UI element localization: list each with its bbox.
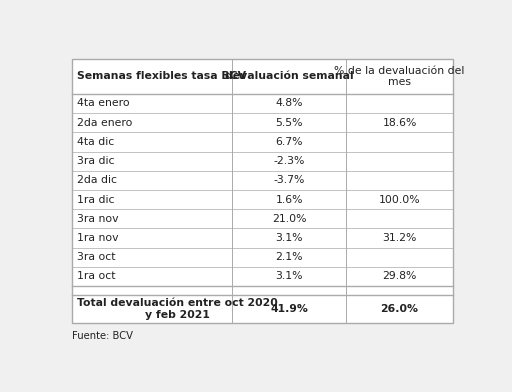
Text: 18.6%: 18.6% — [382, 118, 417, 128]
Text: Fuente: BCV: Fuente: BCV — [72, 331, 133, 341]
Text: 31.2%: 31.2% — [382, 233, 417, 243]
Text: 4ta enero: 4ta enero — [77, 98, 130, 109]
Text: 3.1%: 3.1% — [275, 233, 303, 243]
Text: 1.6%: 1.6% — [275, 194, 303, 205]
Text: 2.1%: 2.1% — [275, 252, 303, 262]
Text: -2.3%: -2.3% — [273, 156, 305, 166]
Text: 1ra nov: 1ra nov — [77, 233, 118, 243]
Text: 6.7%: 6.7% — [275, 137, 303, 147]
Text: 21.0%: 21.0% — [272, 214, 306, 224]
Text: 41.9%: 41.9% — [270, 304, 308, 314]
Text: % de la devaluación del
mes: % de la devaluación del mes — [334, 66, 465, 87]
Text: 100.0%: 100.0% — [379, 194, 420, 205]
Text: 3ra oct: 3ra oct — [77, 252, 115, 262]
Text: 3ra dic: 3ra dic — [77, 156, 114, 166]
Text: 3ra nov: 3ra nov — [77, 214, 118, 224]
Text: 1ra dic: 1ra dic — [77, 194, 114, 205]
Text: 4ta dic: 4ta dic — [77, 137, 114, 147]
Text: 2da enero: 2da enero — [77, 118, 132, 128]
Bar — [72, 59, 453, 323]
Text: 29.8%: 29.8% — [382, 272, 417, 281]
Text: Total devaluación entre oct 2020
y feb 2021: Total devaluación entre oct 2020 y feb 2… — [77, 298, 278, 320]
Text: devaluación semanal: devaluación semanal — [225, 71, 353, 82]
Text: 26.0%: 26.0% — [380, 304, 418, 314]
Text: 2da dic: 2da dic — [77, 175, 117, 185]
Text: 1ra oct: 1ra oct — [77, 272, 115, 281]
Text: -3.7%: -3.7% — [273, 175, 305, 185]
Text: 3.1%: 3.1% — [275, 272, 303, 281]
Text: 5.5%: 5.5% — [275, 118, 303, 128]
Text: Semanas flexibles tasa BCV: Semanas flexibles tasa BCV — [77, 71, 246, 82]
Text: 4.8%: 4.8% — [275, 98, 303, 109]
